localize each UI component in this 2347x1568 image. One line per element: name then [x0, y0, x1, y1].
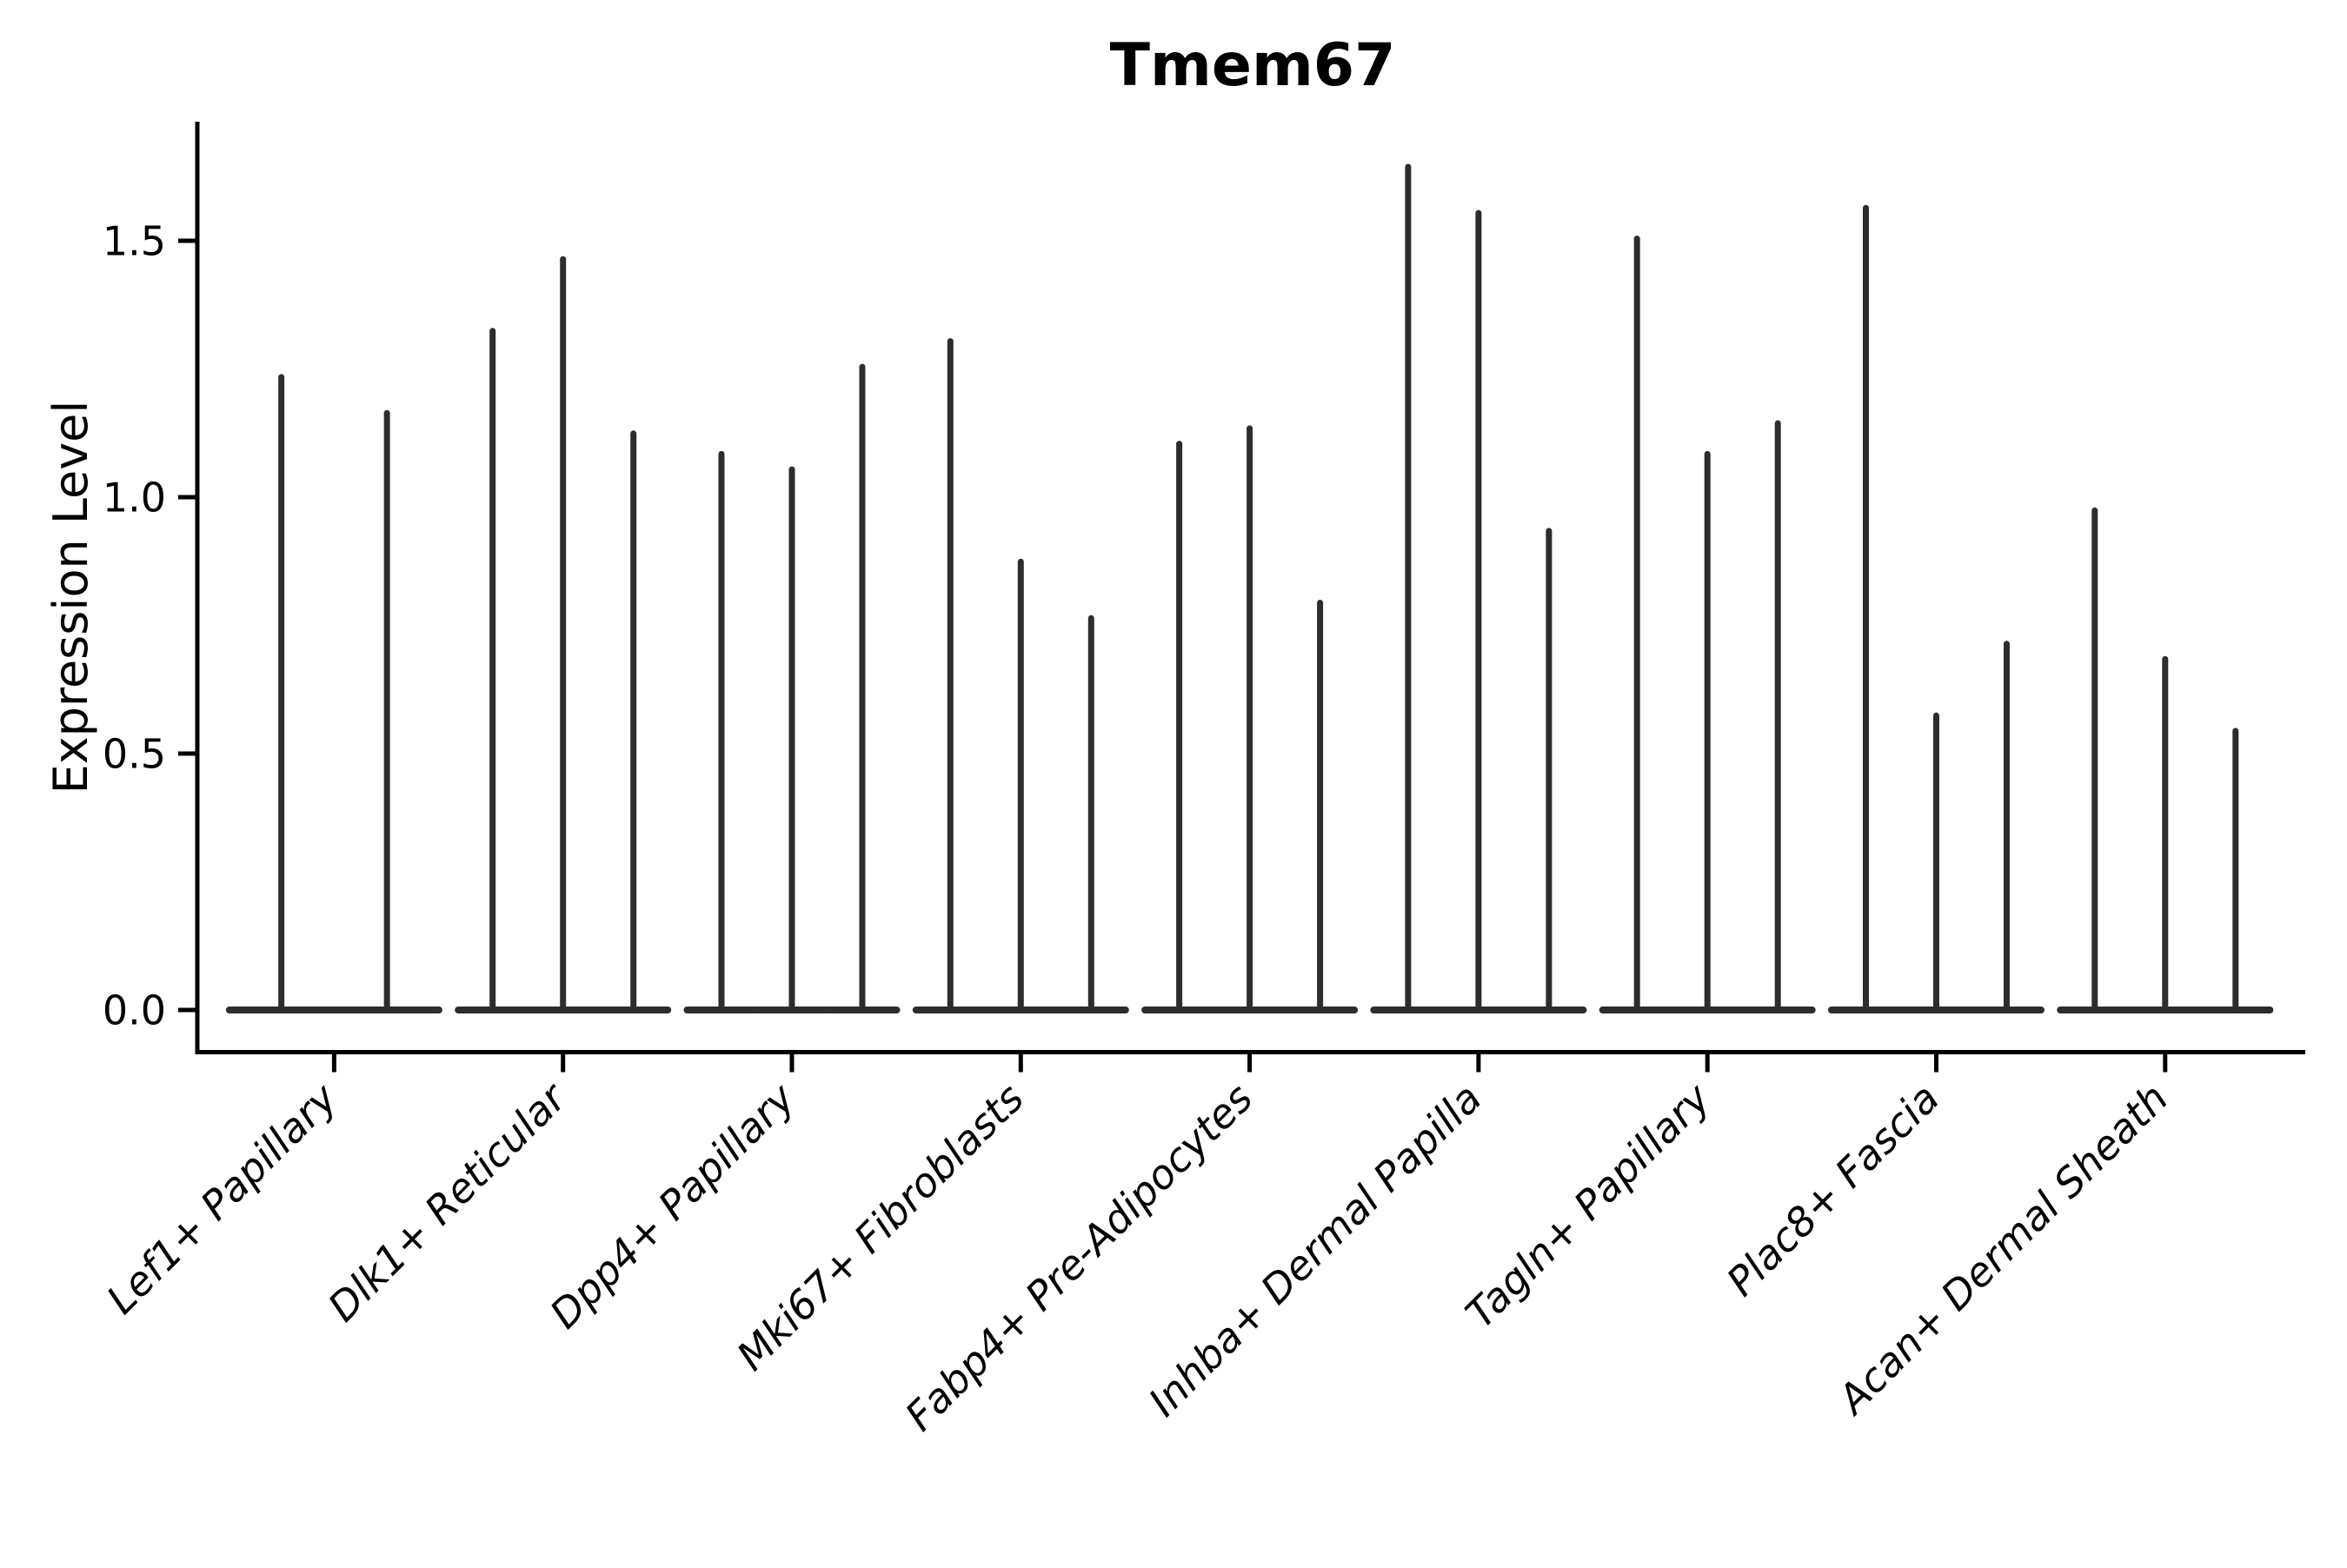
violin-group [1141, 425, 1359, 1013]
x-tick-label: Dpp4+ Papillary [541, 1074, 804, 1338]
y-axis-ticks: 0.0 0.5 1.0 1.5 [103, 218, 197, 1034]
x-tick-label: Plac8+ Fascia [1718, 1074, 1948, 1305]
violin-group [1599, 236, 1816, 1013]
y-axis-label: Expression Level [43, 401, 98, 794]
violin-group [225, 374, 442, 1013]
violins [225, 163, 2274, 1013]
violin-group [683, 363, 901, 1013]
chart-title: Tmem67 [1110, 31, 1396, 100]
violin-group [2057, 507, 2274, 1013]
y-tick-label: 0.0 [103, 987, 166, 1034]
violin-group [912, 338, 1129, 1013]
y-tick-label: 1.5 [103, 218, 166, 265]
x-tick-label: Lef1+ Papillary [97, 1074, 346, 1323]
x-tick-label: Dlk1+ Reticular [319, 1073, 577, 1331]
violin-group [1370, 163, 1587, 1013]
violin-group [1828, 204, 2044, 1013]
y-tick-label: 0.5 [103, 731, 166, 778]
x-tick-label: Tagln+ Papillary [1457, 1074, 1720, 1338]
violin-group [455, 256, 672, 1013]
y-tick-label: 1.0 [103, 475, 166, 522]
